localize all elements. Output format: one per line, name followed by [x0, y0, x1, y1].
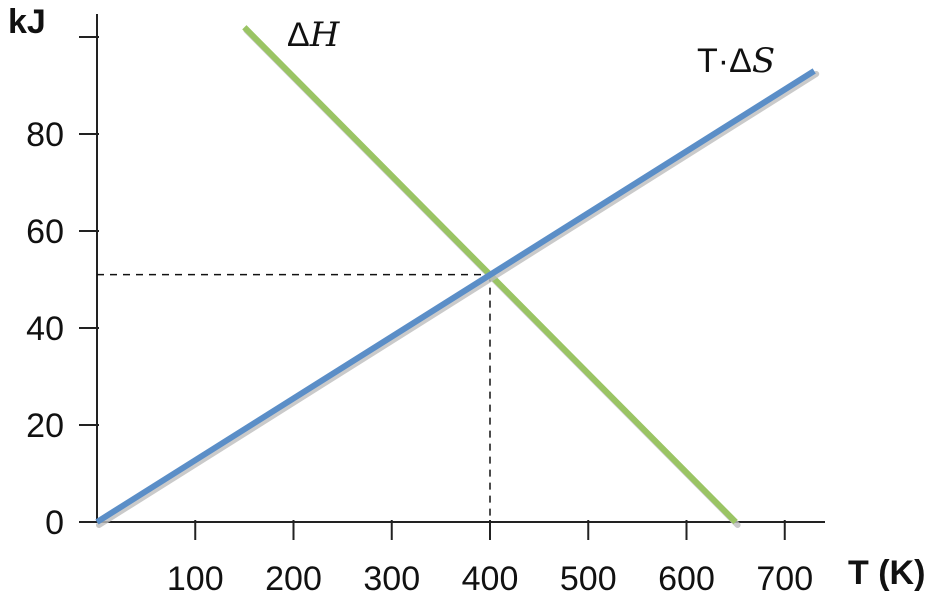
- y-tick-label: 80: [26, 116, 64, 154]
- series-line-t-delta-s: [95, 68, 816, 525]
- x-tick-label: 500: [560, 560, 617, 598]
- labels: 0 20 40 60 80 100 200 300 400 500 600 700 ΔH T·ΔS: [26, 15, 813, 598]
- y-tick-label: 40: [26, 310, 64, 348]
- y-axis-title: kJ: [8, 3, 46, 41]
- x-tick-label: 200: [265, 560, 322, 598]
- series-label-t-delta-s: T·ΔS: [697, 41, 775, 81]
- series-label-delta-h: ΔH: [287, 15, 341, 55]
- x-tick-label: 100: [167, 560, 224, 598]
- series-line-shadow: [96, 70, 820, 528]
- y-tick-label: 0: [45, 504, 64, 542]
- series-lines: [95, 25, 820, 528]
- x-tick-label: 700: [756, 560, 813, 598]
- x-axis-title: T (K): [848, 554, 925, 592]
- x-tick-label: 400: [462, 560, 519, 598]
- x-tick-label: 600: [658, 560, 715, 598]
- axes: [79, 14, 825, 540]
- reference-lines: [97, 273, 491, 522]
- x-tick-label: 300: [363, 560, 420, 598]
- y-tick-label: 20: [26, 407, 64, 445]
- y-tick-label: 60: [26, 213, 64, 251]
